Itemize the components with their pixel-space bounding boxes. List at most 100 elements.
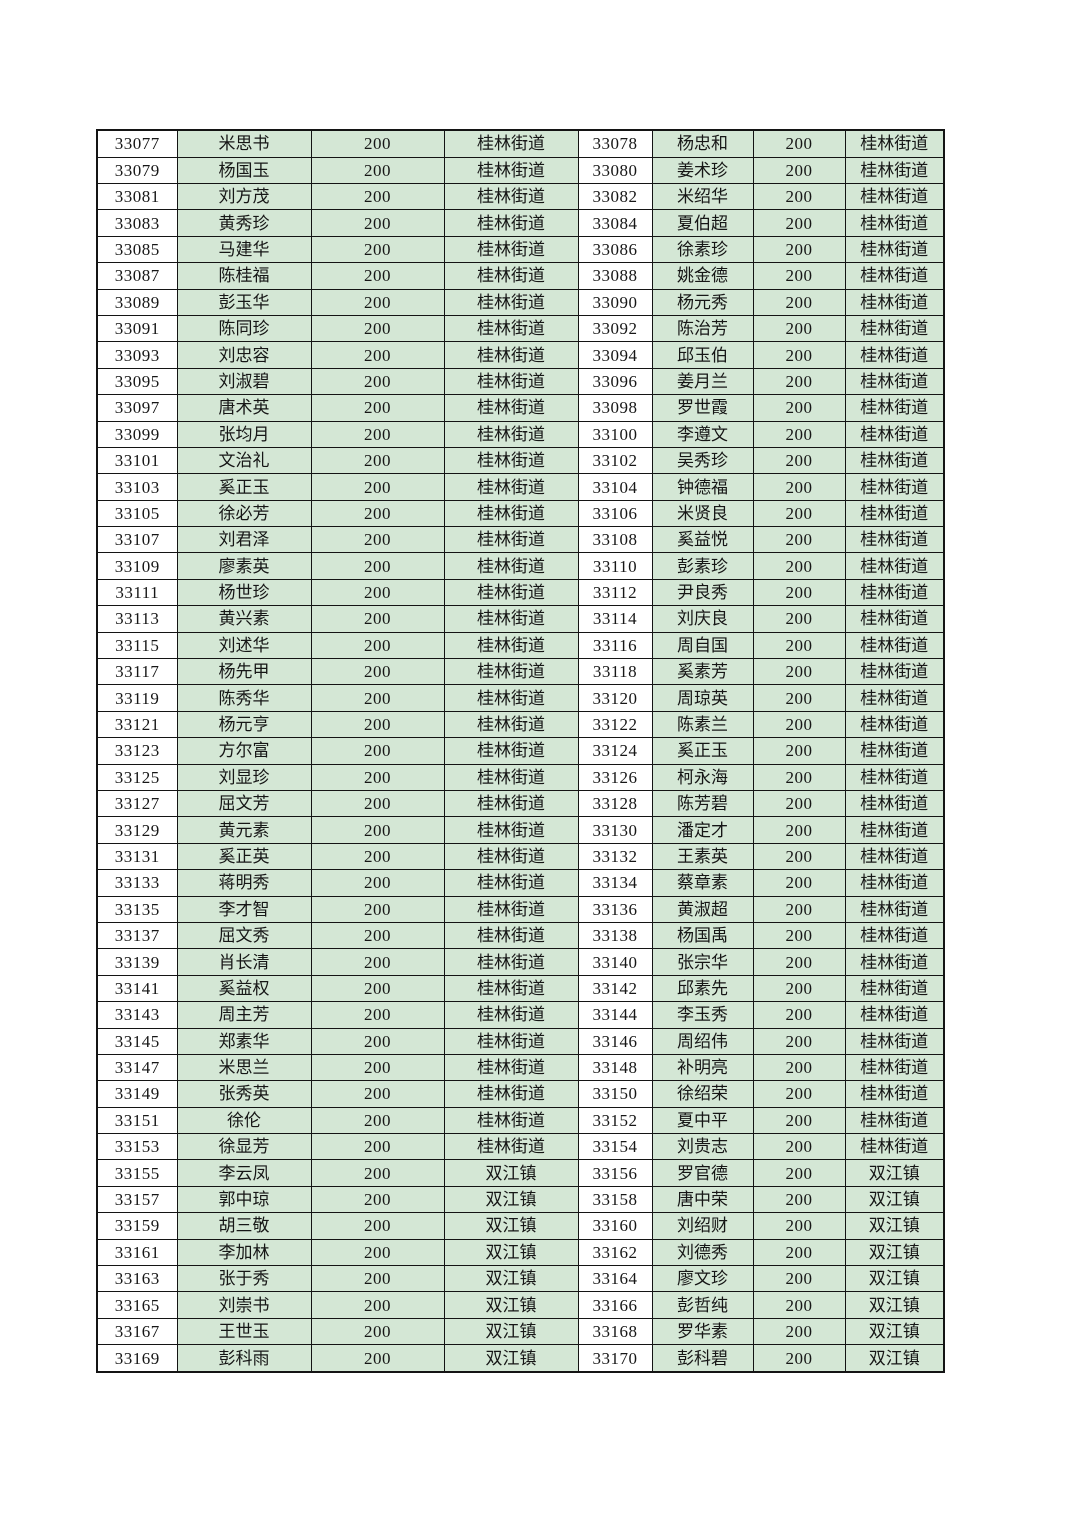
cell-amount: 200 bbox=[752, 1317, 846, 1346]
cell-person-name: 尹良秀 bbox=[651, 578, 754, 607]
cell-amount: 200 bbox=[310, 1238, 445, 1267]
cell-area-name: 桂林街道 bbox=[844, 605, 945, 633]
cell-amount: 200 bbox=[310, 183, 445, 211]
cell-area-name: 桂林街道 bbox=[443, 209, 579, 237]
cell-serial-number: 33153 bbox=[96, 1133, 178, 1161]
cell-person-name: 徐伦 bbox=[176, 1106, 312, 1135]
cell-serial-number: 33079 bbox=[96, 156, 178, 185]
cell-person-name: 奚正玉 bbox=[176, 473, 312, 501]
cell-area-name: 桂林街道 bbox=[844, 1001, 945, 1029]
cell-amount: 200 bbox=[752, 1080, 846, 1108]
cell-serial-number: 33092 bbox=[577, 314, 653, 343]
cell-area-name: 双江镇 bbox=[844, 1317, 945, 1346]
cell-amount: 200 bbox=[310, 1291, 445, 1319]
cell-area-name: 双江镇 bbox=[443, 1159, 579, 1187]
cell-person-name: 陈芳碧 bbox=[651, 789, 754, 818]
roster-table-body: 33077 米思书 200 桂林街道 33078 杨忠和 200 桂林街道 33079 杨国玉 20… bbox=[96, 129, 945, 1373]
cell-area-name: 桂林街道 bbox=[443, 895, 579, 923]
cell-amount: 200 bbox=[752, 526, 846, 554]
roster-table: 33077 米思书 200 桂林街道 33078 杨忠和 200 桂林街道 33079 杨国玉 20… bbox=[96, 129, 945, 1373]
cell-amount: 200 bbox=[752, 1238, 846, 1267]
cell-serial-number: 33114 bbox=[577, 605, 653, 633]
cell-amount: 200 bbox=[310, 737, 445, 765]
cell-area-name: 桂林街道 bbox=[443, 1027, 579, 1055]
cell-area-name: 桂林街道 bbox=[844, 129, 945, 158]
cell-area-name: 桂林街道 bbox=[443, 367, 579, 396]
cell-serial-number: 33151 bbox=[96, 1106, 178, 1135]
cell-area-name: 桂林街道 bbox=[443, 235, 579, 264]
cell-amount: 200 bbox=[310, 526, 445, 554]
table-row: 33147 米思兰 200 桂林街道 33148 补明亮 200 桂林街道 bbox=[96, 1053, 945, 1082]
cell-area-name: 桂林街道 bbox=[844, 262, 945, 290]
cell-area-name: 桂林街道 bbox=[443, 156, 579, 185]
cell-area-name: 桂林街道 bbox=[844, 658, 945, 686]
cell-person-name: 王世玉 bbox=[176, 1317, 312, 1346]
cell-amount: 200 bbox=[752, 763, 846, 792]
cell-person-name: 文治礼 bbox=[176, 446, 312, 475]
cell-serial-number: 33121 bbox=[96, 710, 178, 739]
cell-amount: 200 bbox=[752, 1027, 846, 1055]
cell-amount: 200 bbox=[752, 314, 846, 343]
cell-area-name: 桂林街道 bbox=[844, 895, 945, 923]
cell-amount: 200 bbox=[310, 1053, 445, 1082]
cell-area-name: 双江镇 bbox=[443, 1344, 579, 1373]
cell-area-name: 桂林街道 bbox=[844, 684, 945, 712]
cell-serial-number: 33085 bbox=[96, 235, 178, 264]
cell-amount: 200 bbox=[752, 869, 846, 897]
cell-amount: 200 bbox=[752, 394, 846, 422]
cell-serial-number: 33115 bbox=[96, 631, 178, 660]
cell-person-name: 彭素珍 bbox=[651, 552, 754, 580]
cell-amount: 200 bbox=[752, 1291, 846, 1319]
cell-area-name: 桂林街道 bbox=[443, 552, 579, 580]
cell-serial-number: 33091 bbox=[96, 314, 178, 343]
cell-serial-number: 33110 bbox=[577, 552, 653, 580]
cell-serial-number: 33097 bbox=[96, 394, 178, 422]
cell-person-name: 刘庆良 bbox=[651, 605, 754, 633]
cell-amount: 200 bbox=[752, 684, 846, 712]
cell-person-name: 邱玉伯 bbox=[651, 341, 754, 369]
cell-amount: 200 bbox=[310, 1001, 445, 1029]
cell-amount: 200 bbox=[752, 262, 846, 290]
cell-serial-number: 33093 bbox=[96, 341, 178, 369]
cell-area-name: 桂林街道 bbox=[844, 341, 945, 369]
cell-serial-number: 33170 bbox=[577, 1344, 653, 1373]
cell-serial-number: 33109 bbox=[96, 552, 178, 580]
cell-area-name: 桂林街道 bbox=[844, 183, 945, 211]
cell-amount: 200 bbox=[310, 446, 445, 475]
cell-person-name: 夏中平 bbox=[651, 1106, 754, 1135]
cell-serial-number: 33166 bbox=[577, 1291, 653, 1319]
cell-serial-number: 33116 bbox=[577, 631, 653, 660]
cell-amount: 200 bbox=[752, 1133, 846, 1161]
cell-amount: 200 bbox=[310, 420, 445, 448]
cell-serial-number: 33089 bbox=[96, 288, 178, 316]
table-row: 33137 屈文秀 200 桂林街道 33138 杨国禹 200 桂林街道 bbox=[96, 921, 945, 950]
table-row: 33097 唐术英 200 桂林街道 33098 罗世霞 200 桂林街道 bbox=[96, 394, 945, 422]
cell-person-name: 周绍伟 bbox=[651, 1027, 754, 1055]
cell-area-name: 双江镇 bbox=[844, 1159, 945, 1187]
cell-serial-number: 33165 bbox=[96, 1291, 178, 1319]
cell-serial-number: 33098 bbox=[577, 394, 653, 422]
cell-amount: 200 bbox=[310, 1080, 445, 1108]
cell-person-name: 彭玉华 bbox=[176, 288, 312, 316]
cell-amount: 200 bbox=[310, 895, 445, 923]
cell-area-name: 桂林街道 bbox=[844, 499, 945, 528]
cell-amount: 200 bbox=[310, 262, 445, 290]
table-row: 33149 张秀英 200 桂林街道 33150 徐绍荣 200 桂林街道 bbox=[96, 1080, 945, 1108]
cell-serial-number: 33086 bbox=[577, 235, 653, 264]
cell-person-name: 郑素华 bbox=[176, 1027, 312, 1055]
cell-amount: 200 bbox=[310, 367, 445, 396]
cell-serial-number: 33167 bbox=[96, 1317, 178, 1346]
cell-person-name: 陈秀华 bbox=[176, 684, 312, 712]
cell-amount: 200 bbox=[752, 842, 846, 871]
cell-person-name: 蔡章素 bbox=[651, 869, 754, 897]
cell-area-name: 桂林街道 bbox=[844, 394, 945, 422]
cell-serial-number: 33096 bbox=[577, 367, 653, 396]
cell-serial-number: 33125 bbox=[96, 763, 178, 792]
cell-person-name: 屈文秀 bbox=[176, 921, 312, 950]
cell-area-name: 桂林街道 bbox=[443, 789, 579, 818]
cell-serial-number: 33131 bbox=[96, 842, 178, 871]
cell-area-name: 桂林街道 bbox=[844, 948, 945, 976]
cell-serial-number: 33094 bbox=[577, 341, 653, 369]
cell-area-name: 双江镇 bbox=[844, 1265, 945, 1293]
cell-serial-number: 33078 bbox=[577, 129, 653, 158]
